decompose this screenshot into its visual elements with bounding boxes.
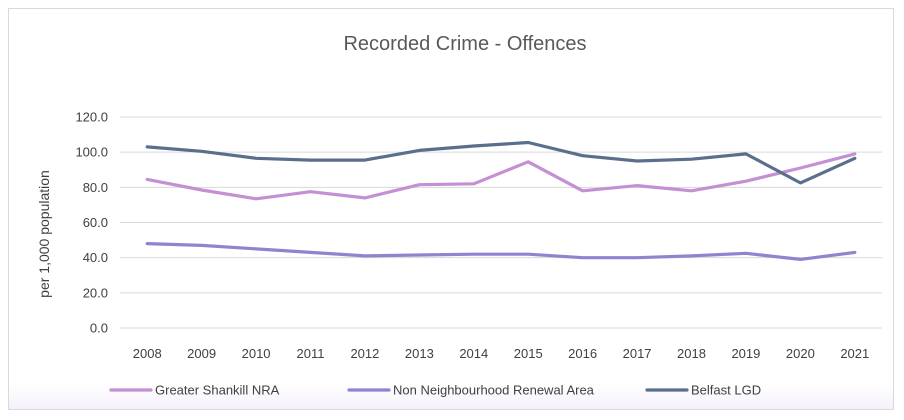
series-lines (145, 140, 857, 261)
x-tick-label: 2019 (731, 346, 760, 361)
series-line-3 (145, 140, 857, 185)
series-line-2 (145, 242, 857, 261)
y-tick-label: 100.0 (75, 145, 108, 160)
legend-label: Belfast LGD (691, 383, 761, 398)
y-tick-label: 60.0 (83, 215, 108, 230)
legend-label: Greater Shankill NRA (155, 383, 280, 398)
x-tick-label: 2009 (187, 346, 216, 361)
legend-band (9, 384, 893, 409)
y-tick-label: 120.0 (75, 110, 108, 125)
x-tick-label: 2020 (786, 346, 815, 361)
y-tick-label: 80.0 (83, 180, 108, 195)
x-tick-labels: 2008 2009 2010 2011 2012 2013 2014 2015 2016 2017… (133, 346, 869, 361)
y-tick-label: 40.0 (83, 250, 108, 265)
y-tick-labels: 0.0 20.0 40.0 60.0 80.0 100.0 120.0 (75, 110, 108, 336)
x-tick-label: 2010 (242, 346, 271, 361)
legend-label: Non Neighbourhood Renewal Area (393, 383, 595, 398)
y-axis-label: per 1,000 population (36, 170, 52, 298)
x-tick-label: 2012 (350, 346, 379, 361)
series-line-1 (145, 152, 857, 201)
x-tick-label: 2013 (405, 346, 434, 361)
x-tick-label: 2008 (133, 346, 162, 361)
x-tick-label: 2015 (514, 346, 543, 361)
y-tick-label: 20.0 (83, 285, 108, 300)
chart-title: Recorded Crime - Offences (343, 33, 586, 55)
x-tick-label: 2016 (568, 346, 597, 361)
x-tick-label: 2018 (677, 346, 706, 361)
gridlines (120, 116, 882, 329)
x-tick-label: 2014 (459, 346, 488, 361)
x-tick-label: 2021 (840, 346, 869, 361)
x-tick-label: 2017 (623, 346, 652, 361)
y-tick-label: 0.0 (90, 321, 108, 336)
x-tick-label: 2011 (297, 346, 325, 361)
legend: Greater Shankill NRA Non Neighbourhood Re… (109, 383, 761, 398)
chart-frame (8, 8, 894, 410)
